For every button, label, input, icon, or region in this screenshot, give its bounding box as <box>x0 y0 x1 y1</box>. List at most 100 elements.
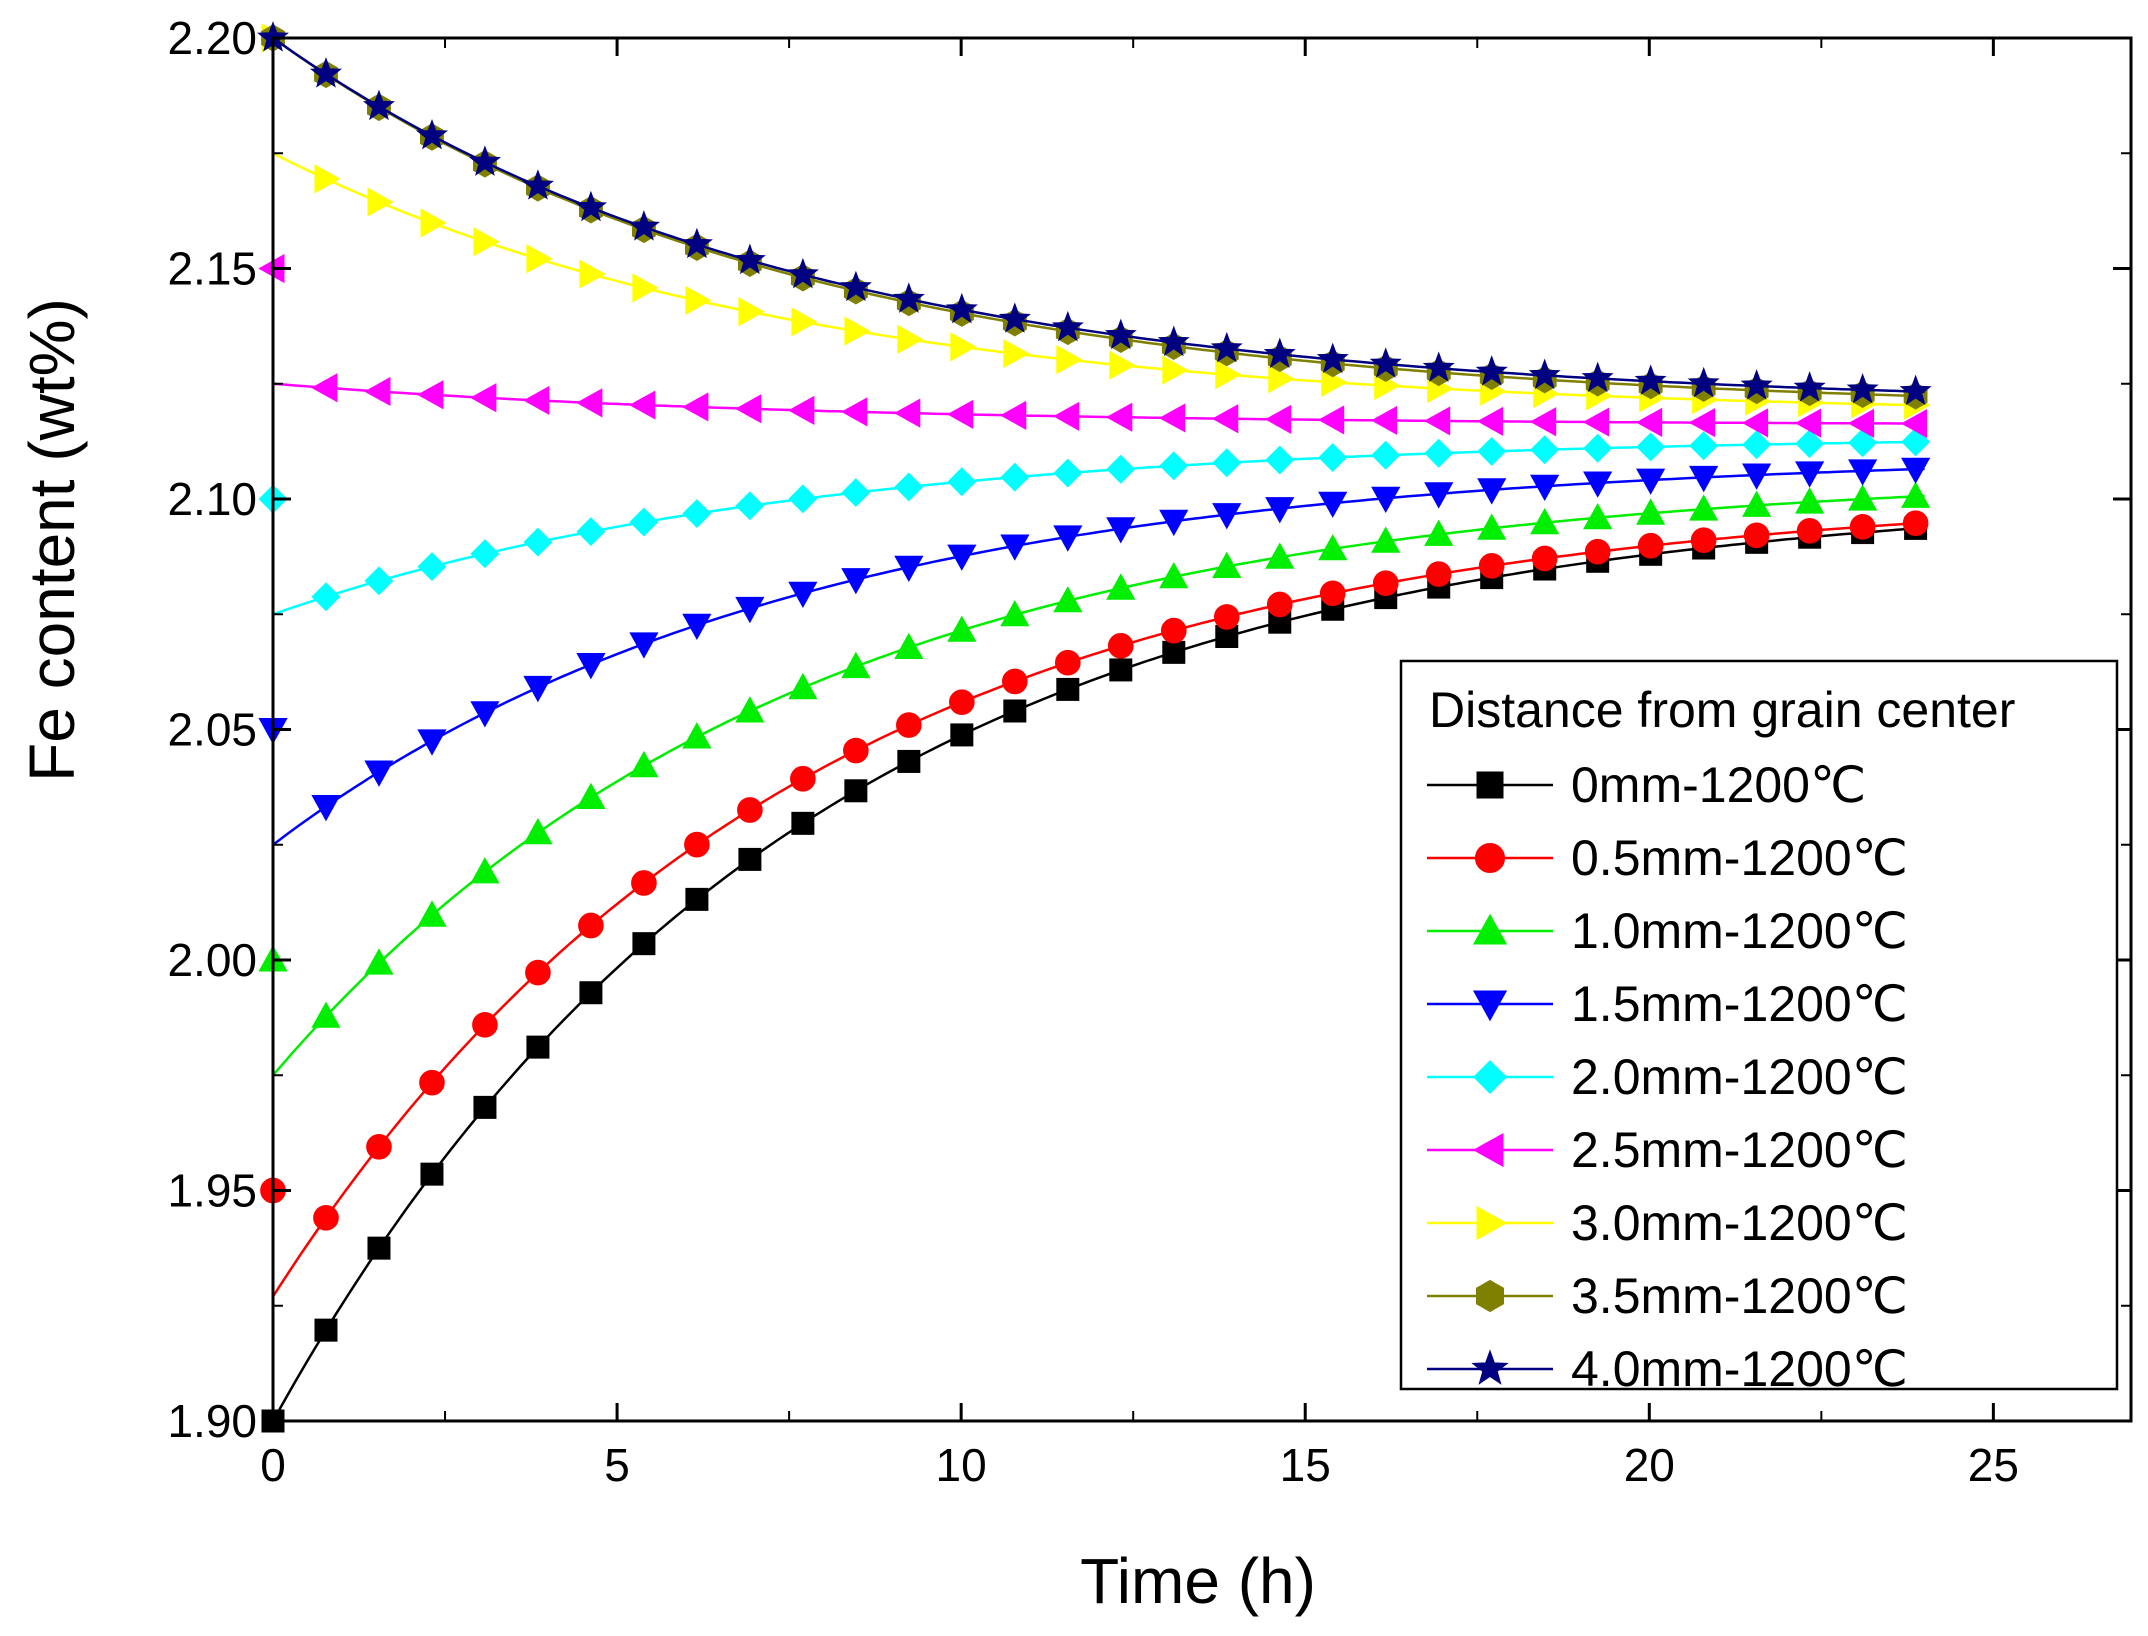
series-1 <box>260 510 1929 1301</box>
series-2-point-8 <box>682 722 712 749</box>
series-3-point-13 <box>947 544 977 571</box>
series-4-point-10 <box>788 484 818 514</box>
series-4-point-19 <box>1265 445 1295 475</box>
legend-marker-4 <box>1473 1060 1508 1095</box>
series-5-point-17 <box>1158 403 1186 433</box>
legend-marker-8 <box>1471 1349 1509 1385</box>
series-3-point-29 <box>1795 461 1825 488</box>
series-3-point-14 <box>1000 534 1030 561</box>
series-4-point-27 <box>1689 431 1719 461</box>
series-3-point-8 <box>682 613 712 641</box>
series-3-point-10 <box>788 581 818 609</box>
series-8-point-23 <box>1475 355 1508 386</box>
legend-title: Distance from grain center <box>1429 682 2015 738</box>
series-3-point-20 <box>1318 491 1348 518</box>
legend-label-4: 2.0mm-1200℃ <box>1571 1049 1908 1105</box>
series-8-point-7 <box>627 210 660 241</box>
series-2-point-16 <box>1106 573 1136 600</box>
series-2-point-19 <box>1265 542 1295 569</box>
series-1-point-20 <box>1319 580 1346 607</box>
series-0-point-13 <box>950 723 974 747</box>
series-8-point-14 <box>998 302 1031 333</box>
series-1-point-15 <box>1054 649 1081 676</box>
series-0-point-8 <box>685 887 709 911</box>
series-1-point-26 <box>1637 532 1664 559</box>
series-4-point-26 <box>1636 432 1666 462</box>
series-6-point-12 <box>897 324 924 354</box>
series-5-point-11 <box>841 397 868 427</box>
legend-label-0: 0mm-1200℃ <box>1571 757 1866 813</box>
series-2-point-25 <box>1583 502 1613 530</box>
series-6-point-18 <box>1215 360 1242 390</box>
series-3-point-23 <box>1477 478 1507 505</box>
series-8-point-15 <box>1051 310 1084 342</box>
series-8-point-21 <box>1369 347 1402 378</box>
series-1-point-11 <box>843 737 869 764</box>
series-1-point-19 <box>1266 591 1293 618</box>
series-6-point-11 <box>844 316 871 346</box>
series-5-point-3 <box>417 380 444 410</box>
series-2-point-3 <box>417 900 447 927</box>
y-tick-label-0: 1.90 <box>167 1395 257 1447</box>
legend-marker-5 <box>1472 1132 1504 1168</box>
series-6-point-4 <box>473 227 500 257</box>
series-4-point-7 <box>629 507 659 537</box>
series-3-point-21 <box>1371 486 1401 514</box>
series-2-point-10 <box>788 672 818 700</box>
series-5-point-20 <box>1317 405 1345 435</box>
series-4-point-15 <box>1053 458 1083 488</box>
y-tick-label-3: 2.05 <box>167 704 257 756</box>
series-4-point-5 <box>523 527 553 557</box>
series-2-point-20 <box>1318 534 1348 561</box>
series-3-point-28 <box>1742 463 1772 490</box>
series-5-point-30 <box>1847 408 1875 438</box>
series-5-point-19 <box>1264 404 1292 434</box>
series-4-point-22 <box>1424 438 1454 468</box>
series-4-point-30 <box>1848 428 1878 458</box>
series-0-point-3 <box>420 1162 444 1186</box>
series-6-point-19 <box>1268 364 1295 394</box>
series-5-point-12 <box>894 398 921 428</box>
series-1-point-23 <box>1478 553 1505 579</box>
series-4-point-20 <box>1318 443 1348 473</box>
series-8-point-25 <box>1581 361 1614 393</box>
series-2-point-26 <box>1636 498 1666 525</box>
series-8-point-18 <box>1210 331 1243 363</box>
series-4-point-24 <box>1530 435 1560 465</box>
y-tick-label-1: 1.95 <box>167 1165 257 1217</box>
y-tick-label-4: 2.10 <box>167 473 257 525</box>
series-2-point-6 <box>576 782 606 809</box>
legend-item-4: 2.0mm-1200℃ <box>1427 1049 1908 1105</box>
series-8-point-2 <box>362 89 395 121</box>
series-0-point-6 <box>579 981 603 1005</box>
series-0-point-1 <box>314 1318 338 1342</box>
series-layer <box>257 21 1932 1433</box>
series-0-point-11 <box>844 779 868 803</box>
series-8-point-29 <box>1793 371 1826 402</box>
legend-item-5: 2.5mm-1200℃ <box>1427 1122 1908 1178</box>
series-3-point-17 <box>1159 509 1189 537</box>
series-6-point-5 <box>526 244 553 274</box>
series-0-point-9 <box>738 847 762 871</box>
legend-item-0: 0mm-1200℃ <box>1427 757 1866 813</box>
axes-layer: 0 5 10 15 20 25 1.90 1.95 2.00 2.05 2.10 2.15 2.20 <box>167 12 2133 1491</box>
legend-marker-2 <box>1472 913 1508 945</box>
series-1-point-31 <box>1902 510 1929 537</box>
series-2-point-18 <box>1212 551 1242 578</box>
series-4-point-23 <box>1477 436 1507 466</box>
series-5-point-4 <box>470 383 497 413</box>
series-6-point-13 <box>950 332 977 362</box>
series-2-point-9 <box>735 696 765 723</box>
series-5-point-14 <box>1000 400 1027 430</box>
series-3-point-9 <box>735 596 765 624</box>
series-2-point-30 <box>1848 484 1878 511</box>
series-2-point-27 <box>1689 494 1719 521</box>
series-4-point-12 <box>894 472 924 502</box>
legend-item-1: 0.5mm-1200℃ <box>1427 830 1908 886</box>
series-4-point-17 <box>1159 451 1189 481</box>
series-3-point-16 <box>1106 517 1136 544</box>
series-1-point-2 <box>366 1133 392 1160</box>
series-5 <box>258 253 1928 439</box>
series-6-point-17 <box>1162 355 1189 385</box>
series-0-point-4 <box>473 1095 497 1119</box>
